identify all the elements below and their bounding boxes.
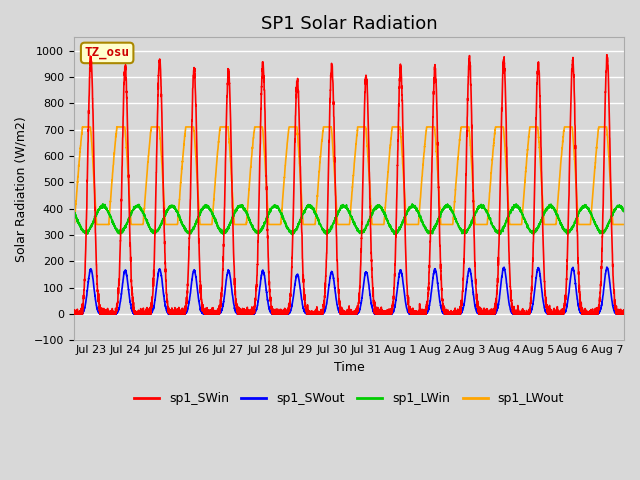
Legend: sp1_SWin, sp1_SWout, sp1_LWin, sp1_LWout: sp1_SWin, sp1_SWout, sp1_LWin, sp1_LWout (129, 387, 569, 410)
X-axis label: Time: Time (333, 361, 364, 374)
Y-axis label: Solar Radiation (W/m2): Solar Radiation (W/m2) (15, 116, 28, 262)
Title: SP1 Solar Radiation: SP1 Solar Radiation (260, 15, 437, 33)
Text: TZ_osu: TZ_osu (84, 47, 130, 60)
